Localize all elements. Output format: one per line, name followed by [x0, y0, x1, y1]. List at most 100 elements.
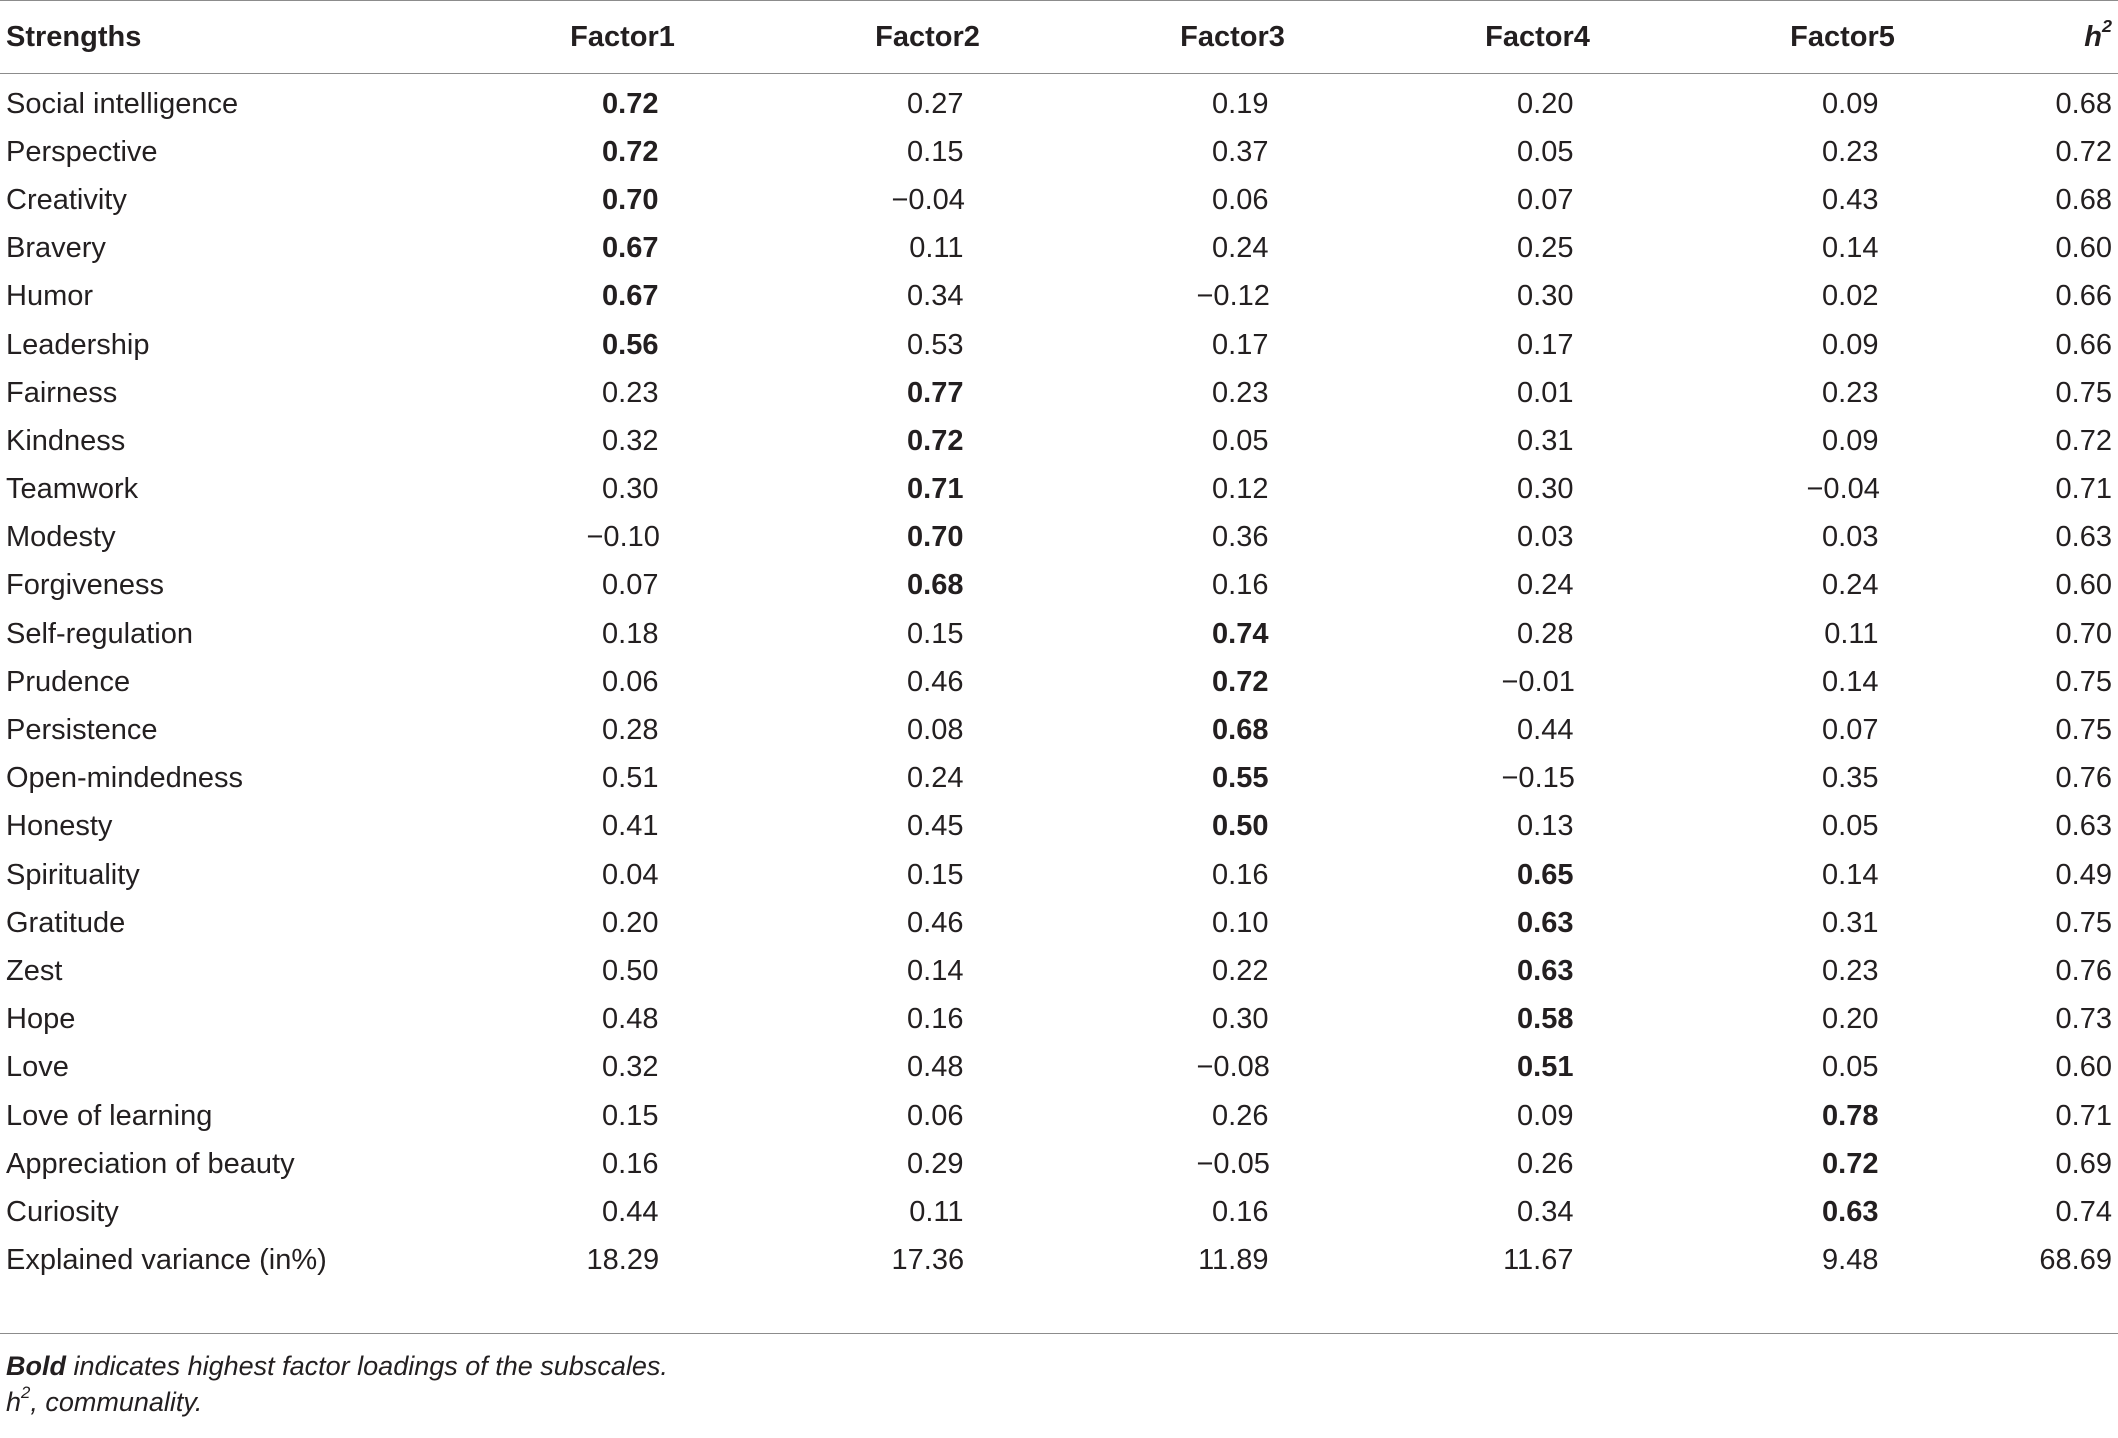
communality-cell: 0.63 — [2055, 521, 2112, 554]
header-h2-sup: 2 — [2102, 16, 2112, 37]
factor2-value: 0.11 — [909, 1195, 964, 1228]
factor2-cell: 0.14 — [775, 947, 1080, 995]
factor5-cell: 0.23 — [1690, 947, 1995, 995]
factor4-cell: −0.15 — [1385, 755, 1690, 803]
factor4-value: 0.26 — [1517, 1147, 1574, 1180]
factor1-value: 0.56 — [602, 328, 659, 361]
factor3-cell: 0.36 — [1080, 514, 1385, 562]
factor1-cell: 18.29 — [470, 1237, 775, 1297]
factor-loadings-table: Strengths Factor1 Factor2 Factor3 Factor… — [0, 0, 2118, 1297]
factor2-value: 0.24 — [907, 762, 964, 795]
factor5-cell: 9.48 — [1690, 1237, 1995, 1297]
factor4-cell: 0.20 — [1385, 74, 1690, 129]
factor3-value: −0.08 — [1196, 1051, 1270, 1084]
factor3-cell: 0.72 — [1080, 658, 1385, 706]
factor4-value: 0.30 — [1517, 280, 1574, 313]
factor5-value: 0.03 — [1822, 521, 1879, 554]
factor4-value: 0.34 — [1517, 1195, 1574, 1228]
table-row: Self-regulation 0.18 0.15 0.74 0.28 0.11 0.70 — [0, 610, 2118, 658]
factor1-cell: 0.32 — [470, 417, 775, 465]
table-row: Honesty 0.41 0.45 0.50 0.13 0.05 0.63 — [0, 803, 2118, 851]
factor5-cell: 0.14 — [1690, 851, 1995, 899]
factor1-value: 0.72 — [602, 87, 659, 120]
factor5-value: 0.23 — [1822, 954, 1879, 987]
factor5-cell: 0.05 — [1690, 803, 1995, 851]
row-label: Prudence — [6, 665, 131, 698]
factor2-value: 0.27 — [907, 87, 964, 120]
factor1-value: 0.50 — [602, 954, 659, 987]
factor3-cell: 0.19 — [1080, 74, 1385, 129]
factor5-value: 0.11 — [1824, 617, 1879, 650]
factor4-value: 0.63 — [1517, 954, 1574, 987]
factor3-cell: 0.22 — [1080, 947, 1385, 995]
factor5-value: 0.14 — [1822, 232, 1879, 265]
footnote-h2-base: h — [6, 1386, 22, 1417]
factor4-value: 0.58 — [1517, 1003, 1574, 1036]
factor4-cell: 0.26 — [1385, 1140, 1690, 1188]
factor2-cell: 0.70 — [775, 514, 1080, 562]
communality-cell: 0.68 — [2055, 183, 2112, 216]
row-label: Love — [6, 1051, 69, 1084]
factor4-cell: 0.44 — [1385, 706, 1690, 754]
factor4-cell: 0.13 — [1385, 803, 1690, 851]
factor4-value: 0.30 — [1517, 473, 1574, 506]
factor3-cell: −0.12 — [1080, 273, 1385, 321]
factor1-value: 0.04 — [602, 858, 659, 891]
factor1-value: 0.16 — [602, 1147, 659, 1180]
communality-cell: 0.49 — [2055, 858, 2112, 891]
factor3-cell: 0.24 — [1080, 225, 1385, 273]
factor2-value: 17.36 — [891, 1244, 965, 1277]
factor5-value: 0.78 — [1822, 1099, 1879, 1132]
factor4-cell: 0.34 — [1385, 1188, 1690, 1236]
factor4-cell: 0.24 — [1385, 562, 1690, 610]
factor5-value: 0.23 — [1822, 135, 1879, 168]
row-label: Fairness — [6, 376, 118, 409]
row-label: Gratitude — [6, 906, 126, 939]
factor1-value: 0.15 — [602, 1099, 659, 1132]
row-label: Curiosity — [6, 1195, 119, 1228]
factor3-cell: 0.16 — [1080, 1188, 1385, 1236]
table-row: Perspective 0.72 0.15 0.37 0.05 0.23 0.72 — [0, 128, 2118, 176]
factor1-value: 0.30 — [602, 473, 659, 506]
communality-cell: 0.66 — [2055, 328, 2112, 361]
factor3-cell: −0.08 — [1080, 1044, 1385, 1092]
factor1-cell: 0.23 — [470, 369, 775, 417]
row-label: Hope — [6, 1003, 76, 1036]
factor4-value: 0.05 — [1517, 135, 1574, 168]
header-factor4: Factor4 — [1385, 0, 1690, 74]
factor1-cell: 0.30 — [470, 466, 775, 514]
table-row: Bravery 0.67 0.11 0.24 0.25 0.14 0.60 — [0, 225, 2118, 273]
footnote-bold: Bold indicates highest factor loadings o… — [6, 1348, 2118, 1384]
factor1-value: 0.32 — [602, 424, 659, 457]
factor5-cell: 0.03 — [1690, 514, 1995, 562]
factor3-value: 0.50 — [1212, 810, 1269, 843]
factor5-value: −0.04 — [1806, 473, 1880, 506]
header-strengths: Strengths — [0, 0, 470, 74]
factor5-cell: 0.72 — [1690, 1140, 1995, 1188]
factor1-cell: 0.20 — [470, 899, 775, 947]
row-label: Spirituality — [6, 858, 140, 891]
factor5-value: 0.14 — [1822, 665, 1879, 698]
factor1-value: 0.67 — [602, 280, 659, 313]
communality-cell: 0.63 — [2055, 810, 2112, 843]
factor1-value: 0.23 — [602, 376, 659, 409]
row-label: Appreciation of beauty — [6, 1147, 295, 1180]
factor2-cell: 0.11 — [775, 225, 1080, 273]
factor4-cell: 0.31 — [1385, 417, 1690, 465]
communality-cell: 0.73 — [2055, 1003, 2112, 1036]
row-label: Leadership — [6, 328, 150, 361]
factor1-value: 0.20 — [602, 906, 659, 939]
factor2-value: 0.15 — [907, 617, 964, 650]
factor2-value: 0.71 — [907, 473, 964, 506]
factor4-value: 0.17 — [1517, 328, 1574, 361]
table-body: Social intelligence 0.72 0.27 0.19 0.20 0.09 0… — [0, 74, 2118, 1297]
factor4-cell: 11.67 — [1385, 1237, 1690, 1297]
factor2-cell: 0.15 — [775, 128, 1080, 176]
factor2-cell: 0.77 — [775, 369, 1080, 417]
footnote-bold-text: indicates highest factor loadings of the… — [66, 1350, 668, 1381]
factor1-cell: 0.50 — [470, 947, 775, 995]
factor1-cell: 0.18 — [470, 610, 775, 658]
factor5-cell: 0.11 — [1690, 610, 1995, 658]
table-row: Hope 0.48 0.16 0.30 0.58 0.20 0.73 — [0, 996, 2118, 1044]
communality-cell: 0.71 — [2055, 473, 2112, 506]
